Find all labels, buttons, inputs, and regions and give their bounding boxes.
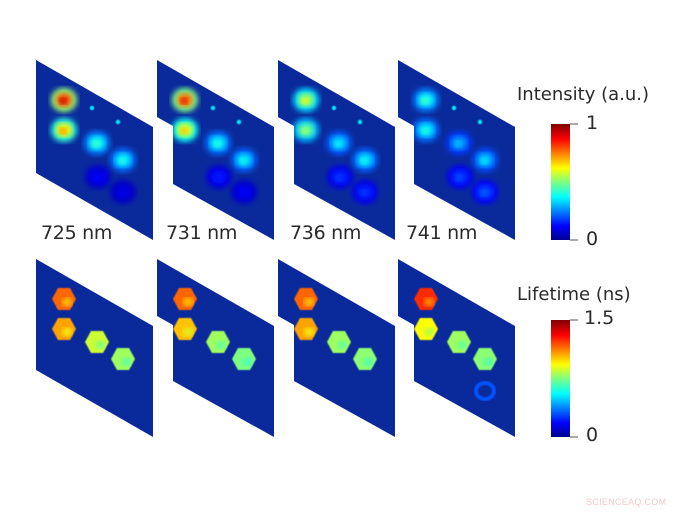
watermark: SCIENCEAQ.COM (586, 497, 667, 507)
lifetime-map-741-nm (398, 259, 515, 437)
wavelength-label-725: 725 nm (41, 222, 113, 244)
faint-dot (210, 105, 216, 111)
faint-dot (357, 119, 363, 125)
intensity-min-tick: 0 (586, 228, 599, 250)
lifetime-colorbar (551, 320, 570, 437)
lifetime-map-725-nm (36, 259, 153, 437)
faint-dot (115, 119, 121, 125)
lifetime-map-731-nm (157, 259, 274, 437)
wavelength-label-741: 741 nm (406, 222, 478, 244)
lifetime-min-tick: 0 (586, 424, 599, 446)
lifetime-max-tick: 1.5 (584, 307, 615, 329)
intensity-map-741-nm (398, 60, 515, 240)
faint-dot (331, 105, 337, 111)
intensity-map-725-nm (36, 60, 153, 240)
intensity-colorbar-title: Intensity (a.u.) (517, 84, 649, 105)
faint-dot (477, 119, 483, 125)
intensity-map-736-nm (278, 60, 395, 240)
wavelength-label-731: 731 nm (166, 222, 238, 244)
lifetime-colorbar-title: Lifetime (ns) (517, 284, 631, 305)
intensity-max-tick: 1 (586, 112, 599, 134)
lifetime-ring (474, 381, 496, 401)
faint-dot (236, 119, 242, 125)
intensity-map-731-nm (157, 60, 274, 240)
lifetime-map-736-nm (278, 259, 395, 437)
faint-dot (89, 105, 95, 111)
wavelength-label-736: 736 nm (290, 222, 362, 244)
intensity-colorbar (551, 124, 570, 240)
faint-dot (451, 105, 457, 111)
